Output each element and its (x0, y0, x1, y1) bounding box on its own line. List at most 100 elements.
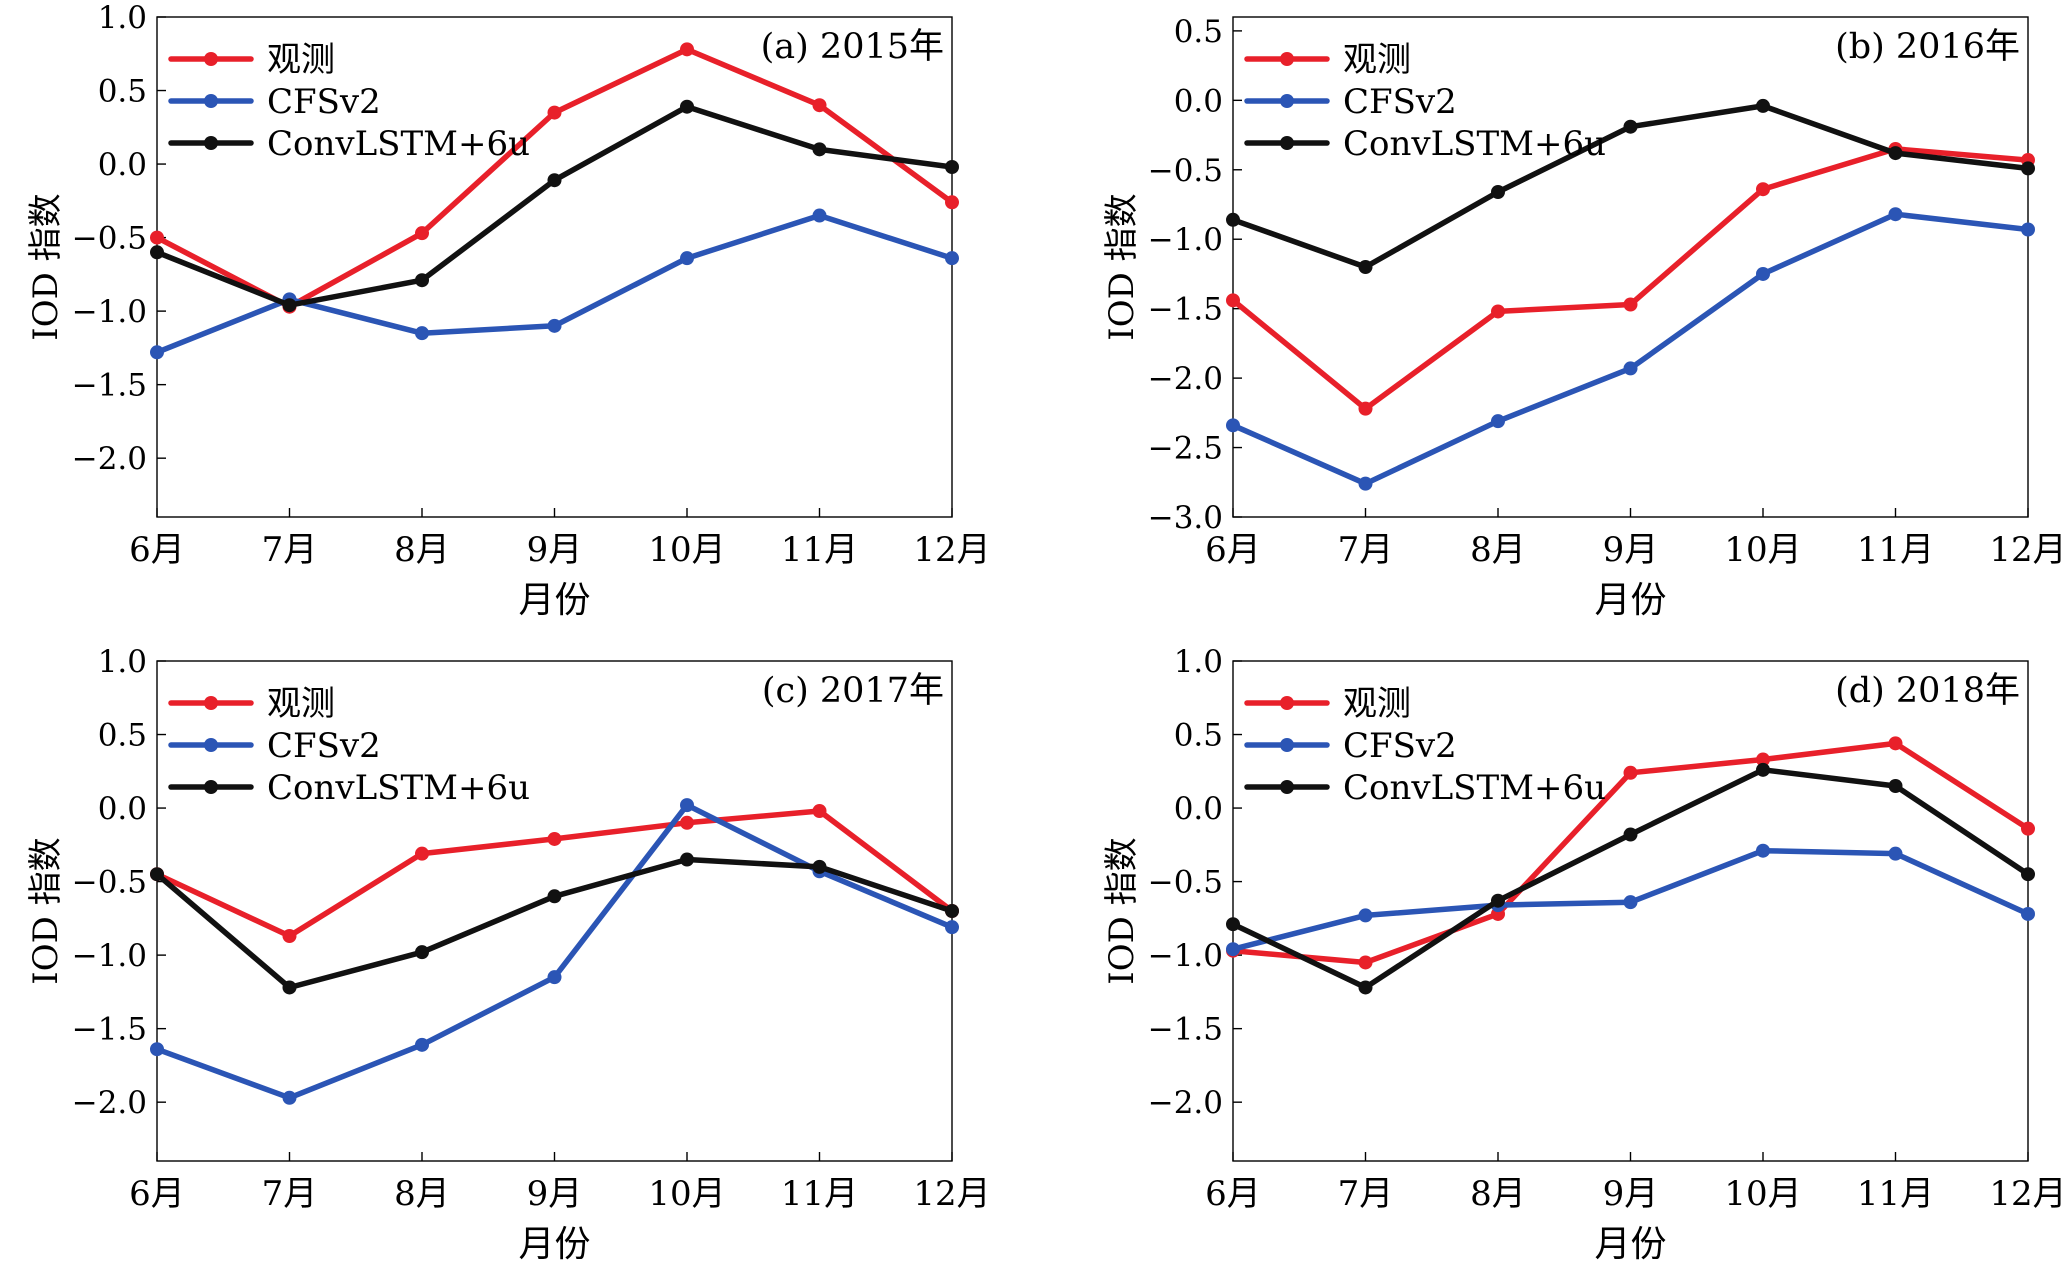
series-lstm-point (547, 889, 562, 904)
series-obs-point (680, 42, 694, 57)
series-lstm-point (1226, 917, 1240, 932)
series-obs-point (1358, 401, 1373, 416)
series-obs-point (1491, 304, 1505, 319)
series-cfs-point (1756, 843, 1770, 858)
series-lstm-point (415, 945, 429, 960)
series-obs-point (1358, 955, 1373, 970)
legend-label-obs: 观测 (1343, 40, 1411, 80)
panel-d: 1.0 0.5 0.0 −0.5 −1.0 −1.5 −2.0 6月 7月 8月 9月 10月 11月 1… (1102, 644, 2067, 1265)
y-tick-label: 0.5 (98, 718, 147, 754)
y-tick-label: −1.0 (1148, 938, 1223, 974)
series-cfs-point (547, 318, 562, 333)
y-tick-label: 1.0 (1174, 644, 1223, 680)
series-lstm-point (1888, 146, 1903, 161)
series-obs-point (547, 831, 562, 846)
series-cfs-point (1623, 895, 1638, 910)
series-lstm-point (2021, 867, 2035, 882)
series-lstm-point (415, 273, 429, 288)
series-cfs-point (150, 345, 164, 360)
legend-marker-lstm (1280, 780, 1294, 794)
y-axis-title: IOD 指数 (1102, 837, 1142, 984)
x-tick-label: 8月 (394, 1174, 450, 1214)
y-axis-title: IOD 指数 (26, 837, 66, 984)
series-lstm-point (1756, 98, 1770, 113)
x-axis-title: 月份 (1594, 580, 1666, 621)
legend-marker-obs (1280, 52, 1294, 66)
x-tick-label: 9月 (1603, 1174, 1659, 1214)
series-lstm-point (150, 245, 164, 260)
series-obs-point (812, 804, 827, 818)
series-lstm-point (1226, 212, 1240, 227)
legend-label-cfs: CFSv2 (267, 82, 381, 122)
series-obs-point (1756, 752, 1770, 767)
series-obs-point (1756, 182, 1770, 197)
x-tick-label: 10月 (1724, 530, 1801, 570)
series-obs-point (812, 98, 827, 113)
series-cfs-point (1226, 418, 1240, 433)
legend-marker-lstm (204, 136, 218, 150)
series-cfs-point (1756, 266, 1770, 281)
series-cfs-point (945, 251, 959, 266)
series-lstm (150, 852, 959, 995)
panel-b: 0.5 0.0 −0.5 −1.0 −1.5 −2.0 −2.5 −3.06月 7月 8月 9月 10… (1102, 14, 2067, 621)
y-tick-label: −3.0 (1148, 500, 1223, 536)
series-cfs-line (1230, 211, 2031, 487)
y-tick-label: −2.0 (72, 1085, 147, 1121)
legend-marker-lstm (1280, 136, 1294, 150)
series-obs-point (945, 195, 959, 210)
legend-marker-cfs (204, 94, 218, 108)
series-lstm-point (945, 904, 959, 918)
series-obs-point (1623, 297, 1638, 312)
y-tick-label: −1.0 (1148, 222, 1223, 258)
series-lstm (1226, 762, 2035, 995)
y-tick-label: −1.5 (1148, 292, 1223, 328)
x-tick-label: 7月 (262, 530, 318, 570)
series-cfs-point (945, 920, 959, 935)
legend-label-cfs: CFSv2 (1343, 82, 1457, 122)
x-tick-label: 11月 (1857, 530, 1934, 570)
legend-label-lstm: ConvLSTM+6u (267, 768, 530, 808)
series-cfs-point (812, 208, 827, 223)
series-lstm-point (282, 298, 297, 313)
y-tick-label: −1.5 (1148, 1012, 1223, 1048)
legend-label-cfs: CFSv2 (1343, 726, 1457, 766)
series-lstm-point (150, 867, 164, 882)
x-tick-label: 12月 (913, 530, 990, 570)
y-tick-label: 0.0 (98, 147, 147, 183)
series-obs-point (282, 929, 297, 943)
panel-label: (a) 2015年 (761, 27, 944, 67)
series-cfs-line (154, 802, 955, 1101)
series-lstm-point (812, 859, 827, 874)
series-cfs-point (2021, 222, 2035, 237)
series-cfs-point (1358, 908, 1373, 923)
x-tick-label: 10月 (1724, 1174, 1801, 1214)
legend-marker-obs (204, 52, 218, 66)
legend-label-lstm: ConvLSTM+6u (267, 124, 530, 164)
x-tick-label: 10月 (648, 530, 725, 570)
legend-marker-lstm (204, 780, 218, 794)
series-cfs-point (1888, 207, 1903, 222)
series-obs-point (415, 226, 429, 241)
series-cfs-point (547, 970, 562, 985)
panel-c: 1.0 0.5 0.0 −0.5 −1.0 −1.5 −2.0 6月 7月 8月 9月 10月 11月 1… (26, 644, 991, 1265)
x-tick-label: 12月 (1989, 1174, 2066, 1214)
y-tick-label: −0.5 (1148, 153, 1223, 189)
y-axis-title: IOD 指数 (1102, 193, 1142, 340)
x-tick-label: 7月 (1338, 530, 1394, 570)
x-axis-title: 月份 (518, 1224, 590, 1265)
series-lstm (150, 99, 959, 313)
x-tick-label: 12月 (1989, 530, 2066, 570)
x-tick-label: 8月 (394, 530, 450, 570)
series-obs-point (415, 846, 429, 861)
y-tick-label: −1.0 (72, 294, 147, 330)
x-axis-title: 月份 (518, 580, 590, 621)
series-lstm-point (1623, 119, 1638, 134)
y-tick-label: −2.0 (72, 441, 147, 477)
y-tick-label: −1.5 (72, 1012, 147, 1048)
series-obs-point (1623, 765, 1638, 780)
series-lstm-point (282, 980, 297, 995)
series-cfs-point (150, 1042, 164, 1057)
legend-label-lstm: ConvLSTM+6u (1343, 768, 1606, 808)
